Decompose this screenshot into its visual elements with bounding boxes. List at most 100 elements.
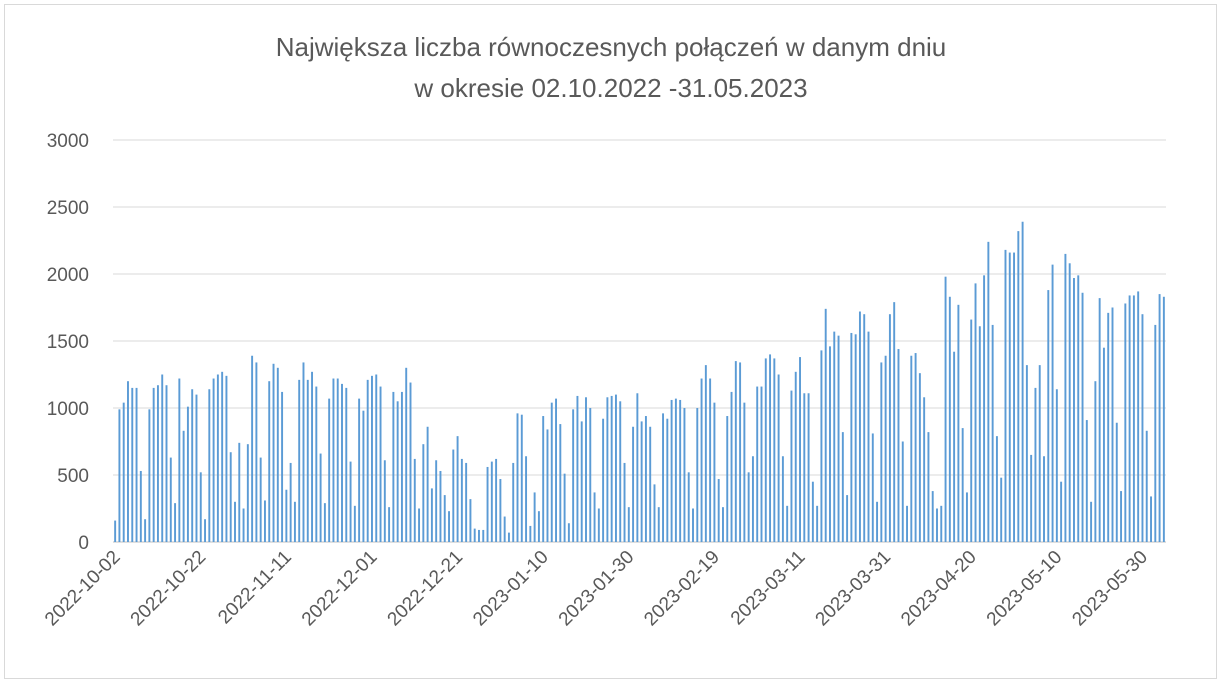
bar (567, 523, 570, 542)
bar (846, 495, 849, 542)
bar (649, 426, 652, 542)
bar (546, 429, 549, 542)
bar (465, 462, 468, 542)
bar (1081, 292, 1084, 542)
bar (585, 397, 587, 542)
bar (452, 449, 455, 542)
bar (580, 421, 583, 542)
bar (409, 382, 412, 542)
bar (739, 362, 742, 542)
bar (974, 283, 977, 542)
bar (687, 472, 690, 542)
bar (666, 418, 669, 542)
bar (1043, 456, 1045, 542)
bar (957, 304, 960, 542)
bar (679, 399, 682, 542)
bar (1051, 264, 1054, 542)
bar (306, 379, 309, 542)
x-tick-label: 2022-12-01 (298, 547, 382, 631)
bar (640, 421, 643, 542)
bar (353, 505, 356, 542)
bar (1111, 307, 1114, 542)
bar (777, 374, 780, 542)
bar (884, 355, 887, 542)
bar (555, 398, 557, 542)
bar (1008, 252, 1011, 542)
bar (191, 389, 194, 542)
bar (533, 492, 536, 542)
bar (1102, 347, 1105, 542)
bar (918, 373, 921, 542)
bar (1025, 365, 1028, 542)
bar (764, 358, 767, 542)
bar (118, 409, 121, 542)
bar (1085, 420, 1088, 542)
bar (302, 362, 305, 542)
bar (717, 479, 720, 542)
bar (1132, 295, 1135, 542)
bar (1055, 389, 1058, 542)
bar (490, 461, 493, 542)
bar (537, 511, 540, 542)
bar (854, 334, 857, 542)
bar (619, 401, 622, 542)
bar (1145, 430, 1148, 542)
bar (704, 365, 707, 542)
bar (1030, 454, 1033, 542)
bar (259, 457, 262, 542)
bar (1154, 324, 1157, 542)
bar (888, 314, 891, 542)
x-tick-label: 2023-03-11 (727, 547, 810, 630)
bar (430, 488, 433, 542)
bar (396, 401, 399, 542)
x-tick-label: 2022-10-02 (41, 547, 125, 631)
bar (456, 436, 459, 542)
bar (816, 505, 819, 542)
bar (169, 457, 172, 542)
bar (730, 391, 733, 542)
bar (268, 381, 271, 542)
x-tick-label: 2023-03-31 (812, 547, 896, 631)
bar (1124, 303, 1127, 542)
x-tick-label: 2023-01-30 (555, 547, 639, 631)
bar (948, 296, 951, 542)
x-tick-label: 2022-12-21 (384, 547, 468, 631)
bar (208, 389, 211, 542)
bar (811, 481, 814, 542)
bar (897, 349, 900, 542)
bar (636, 393, 639, 542)
bar (760, 386, 763, 542)
bar (255, 362, 258, 542)
bar (276, 367, 279, 542)
bar (837, 335, 840, 542)
bar (418, 508, 421, 542)
bar (576, 395, 579, 542)
bar (195, 394, 198, 542)
bar (940, 505, 943, 542)
x-tick-label: 2023-02-19 (640, 547, 724, 631)
bar (349, 461, 352, 542)
bar (995, 436, 998, 542)
bar (653, 484, 656, 542)
bar (559, 424, 562, 542)
bar (362, 410, 365, 542)
bar (332, 378, 335, 542)
bar (366, 379, 369, 542)
bar (901, 441, 904, 542)
bar (388, 507, 391, 542)
bar (422, 444, 425, 542)
bar (234, 501, 236, 542)
bar (229, 452, 232, 542)
bar (829, 346, 831, 542)
bar (1017, 231, 1020, 542)
bar (1038, 365, 1041, 542)
bar (786, 505, 789, 542)
bar (614, 394, 617, 542)
bar (906, 505, 908, 542)
bar (413, 458, 416, 542)
bar (841, 432, 844, 542)
chart-frame (4, 4, 1217, 679)
x-tick-label: 2023-01-10 (469, 547, 553, 631)
chart-title: Największa liczba równoczesnych połączeń… (276, 32, 947, 103)
bar (1098, 298, 1101, 542)
